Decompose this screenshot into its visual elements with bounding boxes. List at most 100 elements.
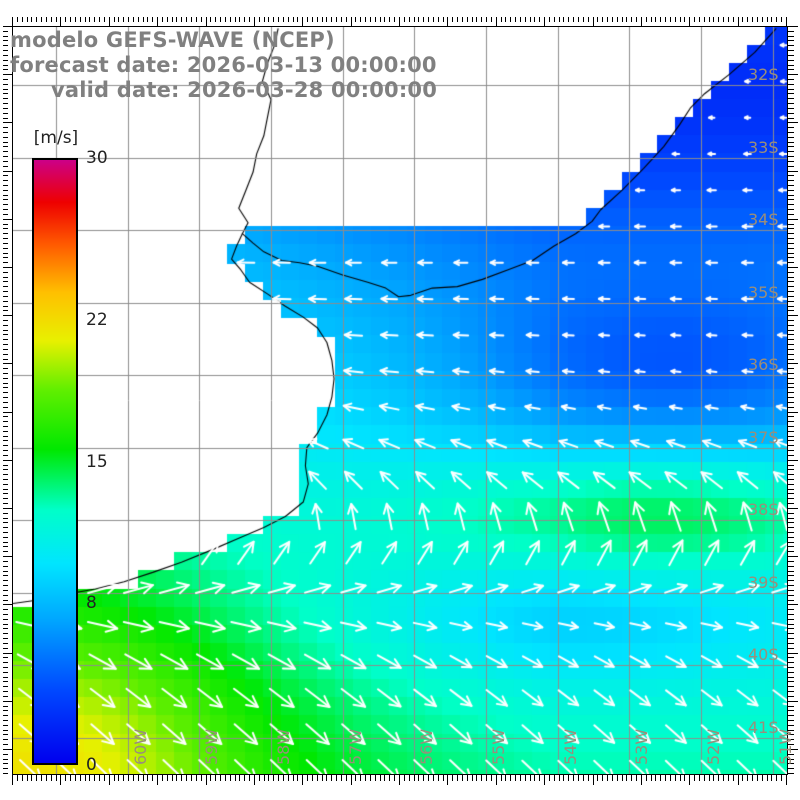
axis-tick xyxy=(788,30,794,32)
axis-tick xyxy=(428,775,430,781)
axis-tick xyxy=(3,479,8,481)
axis-tick xyxy=(418,775,420,781)
axis-tick xyxy=(16,775,18,781)
axis-tick xyxy=(607,17,608,22)
axis-tick xyxy=(788,580,794,582)
axis-tick xyxy=(466,775,468,781)
axis-tick xyxy=(788,628,794,630)
axis-tick xyxy=(636,775,638,781)
axis-tick xyxy=(788,64,794,66)
axis-tick xyxy=(282,17,284,22)
axis-tick xyxy=(611,775,613,781)
axis-tick xyxy=(3,127,8,129)
axis-tick xyxy=(788,763,794,765)
axis-tick xyxy=(788,666,794,668)
axis-tick xyxy=(239,17,241,22)
axis-tick xyxy=(128,17,130,22)
axis-tick xyxy=(524,17,526,22)
axis-tick xyxy=(788,189,794,191)
axis-tick xyxy=(3,623,8,625)
axis-tick xyxy=(3,541,8,543)
axis-tick xyxy=(563,17,565,22)
latitude-label: 38S xyxy=(748,500,779,520)
axis-tick xyxy=(253,17,255,26)
axis-tick xyxy=(3,353,8,355)
axis-tick xyxy=(3,300,8,302)
top-axis-ticks xyxy=(12,17,787,26)
axis-tick xyxy=(326,775,328,781)
axis-tick xyxy=(326,17,328,22)
axis-tick xyxy=(788,676,794,678)
axis-tick xyxy=(220,17,221,22)
axis-tick xyxy=(481,775,483,781)
axis-tick xyxy=(776,17,778,22)
axis-tick xyxy=(788,618,794,620)
axis-tick xyxy=(108,17,110,26)
axis-tick xyxy=(166,775,168,781)
axis-tick xyxy=(423,775,425,781)
axis-tick xyxy=(3,454,8,456)
axis-tick xyxy=(788,348,794,350)
longitude-label: 51W xyxy=(775,728,795,765)
axis-tick xyxy=(70,775,72,781)
axis-tick xyxy=(118,775,120,781)
axis-tick xyxy=(788,416,794,418)
axis-tick xyxy=(3,98,8,100)
axis-tick xyxy=(3,194,8,196)
axis-tick xyxy=(3,339,8,341)
axis-tick xyxy=(476,17,478,22)
axis-tick xyxy=(307,17,309,22)
axis-tick xyxy=(3,281,8,283)
axis-tick xyxy=(3,50,8,52)
axis-tick xyxy=(287,775,289,781)
axis-tick xyxy=(186,775,188,781)
axis-tick xyxy=(55,17,57,22)
axis-tick xyxy=(703,17,705,22)
axis-tick xyxy=(534,775,536,781)
colorbar-unit-label: [m/s] xyxy=(33,128,79,148)
latitude-label: 35S xyxy=(748,282,779,302)
axis-tick xyxy=(3,175,8,177)
axis-tick xyxy=(3,387,8,389)
axis-tick xyxy=(788,93,794,95)
wind-direction-arrows xyxy=(13,27,787,774)
axis-tick xyxy=(495,17,497,26)
axis-tick xyxy=(788,281,794,283)
axis-tick xyxy=(519,17,521,22)
axis-tick xyxy=(3,638,8,640)
axis-tick xyxy=(788,54,794,56)
longitude-label: 54W xyxy=(560,728,580,765)
axis-tick xyxy=(113,17,115,22)
axis-tick xyxy=(229,775,231,781)
axis-tick xyxy=(3,54,8,56)
axis-tick xyxy=(3,26,12,27)
axis-tick xyxy=(3,647,8,649)
axis-tick xyxy=(563,775,565,781)
axis-tick xyxy=(621,775,623,781)
latitude-label: 33S xyxy=(748,137,779,157)
axis-tick xyxy=(3,189,8,191)
colorbar-gradient xyxy=(32,158,78,765)
axis-tick xyxy=(786,775,787,785)
axis-tick xyxy=(3,79,8,80)
axis-tick xyxy=(788,479,794,481)
axis-tick xyxy=(3,146,8,148)
axis-tick xyxy=(278,17,280,22)
axis-tick xyxy=(3,710,8,712)
axis-tick xyxy=(788,223,794,225)
axis-tick xyxy=(665,775,667,781)
axis-tick xyxy=(321,17,323,22)
axis-tick xyxy=(471,17,473,22)
axis-tick xyxy=(239,775,241,781)
axis-tick xyxy=(788,748,798,750)
axis-tick xyxy=(3,556,12,558)
axis-tick xyxy=(781,17,783,22)
axis-tick xyxy=(171,775,173,781)
axis-tick xyxy=(766,17,768,22)
axis-tick xyxy=(788,160,794,162)
axis-tick xyxy=(60,17,62,26)
axis-tick xyxy=(788,599,794,601)
axis-tick xyxy=(16,17,18,22)
axis-tick xyxy=(788,368,794,370)
axis-tick xyxy=(3,705,8,707)
